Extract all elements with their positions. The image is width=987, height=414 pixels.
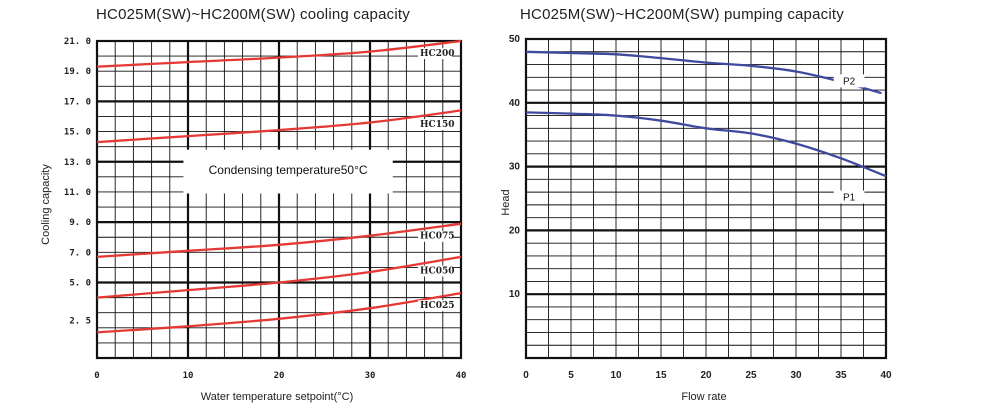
x-tick-label: 20 bbox=[274, 371, 285, 381]
y-tick-label: 15. 0 bbox=[64, 128, 91, 138]
plot-frame bbox=[524, 37, 888, 360]
y-axis-label: Cooling capacity bbox=[40, 164, 52, 245]
series-label-bg bbox=[418, 48, 453, 60]
series-label-hc150: HC150 bbox=[420, 120, 454, 130]
series-line-p1 bbox=[525, 111, 887, 178]
annotation-box bbox=[183, 149, 393, 194]
series-line-hc050 bbox=[96, 255, 462, 299]
y-tick-label: 7. 0 bbox=[69, 248, 91, 258]
x-tick-label: 40 bbox=[880, 370, 892, 381]
series-line-hc025 bbox=[96, 291, 462, 334]
x-tick-label: 0 bbox=[94, 371, 99, 381]
series-label-p1: P1 bbox=[843, 193, 856, 204]
y-tick-label: 17. 0 bbox=[64, 97, 91, 107]
x-tick-label: 40 bbox=[456, 371, 467, 381]
x-tick-label: 35 bbox=[835, 370, 847, 381]
annotation-text: Condensing temperature50°C bbox=[209, 163, 368, 177]
series-label-bg bbox=[833, 190, 865, 204]
x-tick-label: 10 bbox=[183, 371, 194, 381]
y-tick-label: 2. 5 bbox=[69, 316, 91, 326]
pumping-capacity-chart: P2 P1 10 20 30 40 50 0 5 10 15 20 25 30 35 40 Flow rate H… bbox=[500, 34, 892, 403]
x-tick-label: 0 bbox=[523, 370, 529, 381]
series-label-bg bbox=[833, 74, 865, 88]
series-label-hc050: HC050 bbox=[420, 266, 454, 276]
y-tick-label: 5. 0 bbox=[69, 279, 91, 289]
cooling-chart-title: HC025M(SW)~HC200M(SW) cooling capacity bbox=[96, 6, 410, 23]
x-axis-label: Water temperature setpoint(°C) bbox=[201, 391, 354, 403]
series-line-p2 bbox=[525, 50, 882, 95]
x-tick-label: 20 bbox=[700, 370, 712, 381]
y-axis-label: Head bbox=[500, 189, 512, 215]
series-label-bg bbox=[418, 265, 453, 277]
y-tick-label: 11. 0 bbox=[64, 188, 91, 198]
y-tick-label: 21. 0 bbox=[64, 37, 91, 47]
x-tick-label: 5 bbox=[568, 370, 574, 381]
series-label-bg bbox=[418, 300, 453, 312]
x-tick-label: 30 bbox=[365, 371, 376, 381]
pumping-chart-title: HC025M(SW)~HC200M(SW) pumping capacity bbox=[520, 6, 844, 23]
y-tick-label: 20 bbox=[509, 225, 521, 236]
series-label-p2: P2 bbox=[843, 76, 856, 87]
y-tick-label: 19. 0 bbox=[64, 67, 91, 77]
series-label-bg bbox=[418, 119, 453, 131]
plot-frame bbox=[95, 39, 463, 360]
x-tick-label: 10 bbox=[610, 370, 622, 381]
y-tick-label: 40 bbox=[509, 98, 521, 109]
y-tick-label: 9. 0 bbox=[69, 218, 91, 228]
series-label-hc200: HC200 bbox=[420, 49, 454, 59]
cooling-capacity-chart: Condensing temperature50°C HC200 HC150 HC07… bbox=[40, 37, 466, 403]
series-line-hc075 bbox=[96, 222, 462, 259]
y-tick-label: 13. 0 bbox=[64, 158, 91, 168]
series-label-hc075: HC075 bbox=[420, 232, 454, 242]
series-label-bg bbox=[418, 230, 453, 242]
y-tick-label: 50 bbox=[509, 34, 521, 45]
series-line-hc200 bbox=[96, 39, 462, 68]
x-tick-label: 30 bbox=[790, 370, 802, 381]
series-line-hc150 bbox=[96, 109, 462, 144]
y-tick-label: 10 bbox=[509, 289, 521, 300]
x-tick-label: 25 bbox=[745, 370, 757, 381]
x-axis-label: Flow rate bbox=[681, 391, 726, 403]
series-label-hc025: HC025 bbox=[420, 301, 454, 311]
y-tick-label: 30 bbox=[509, 162, 521, 173]
x-tick-label: 15 bbox=[655, 370, 667, 381]
